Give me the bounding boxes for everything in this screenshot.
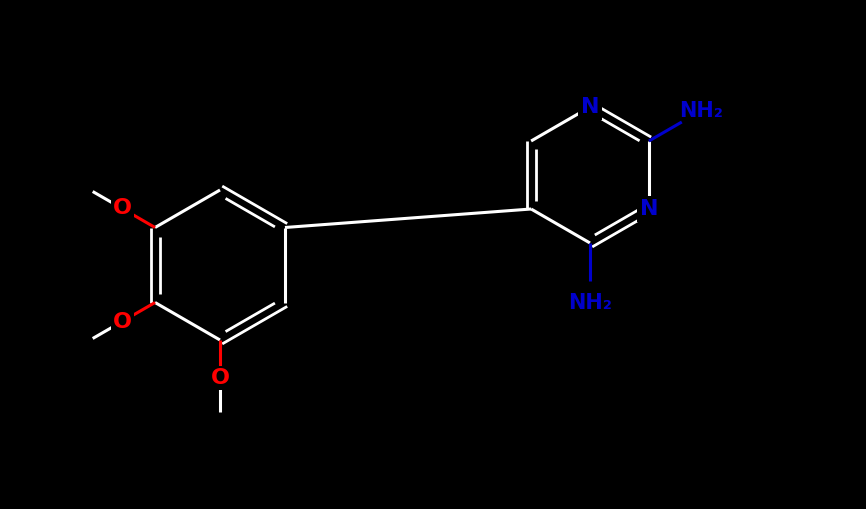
Text: O: O bbox=[113, 199, 132, 218]
Text: N: N bbox=[640, 199, 658, 219]
Text: NH₂: NH₂ bbox=[679, 101, 723, 121]
Text: O: O bbox=[113, 312, 132, 331]
Text: O: O bbox=[210, 368, 229, 388]
Text: NH₂: NH₂ bbox=[568, 293, 612, 313]
Text: N: N bbox=[581, 97, 599, 117]
